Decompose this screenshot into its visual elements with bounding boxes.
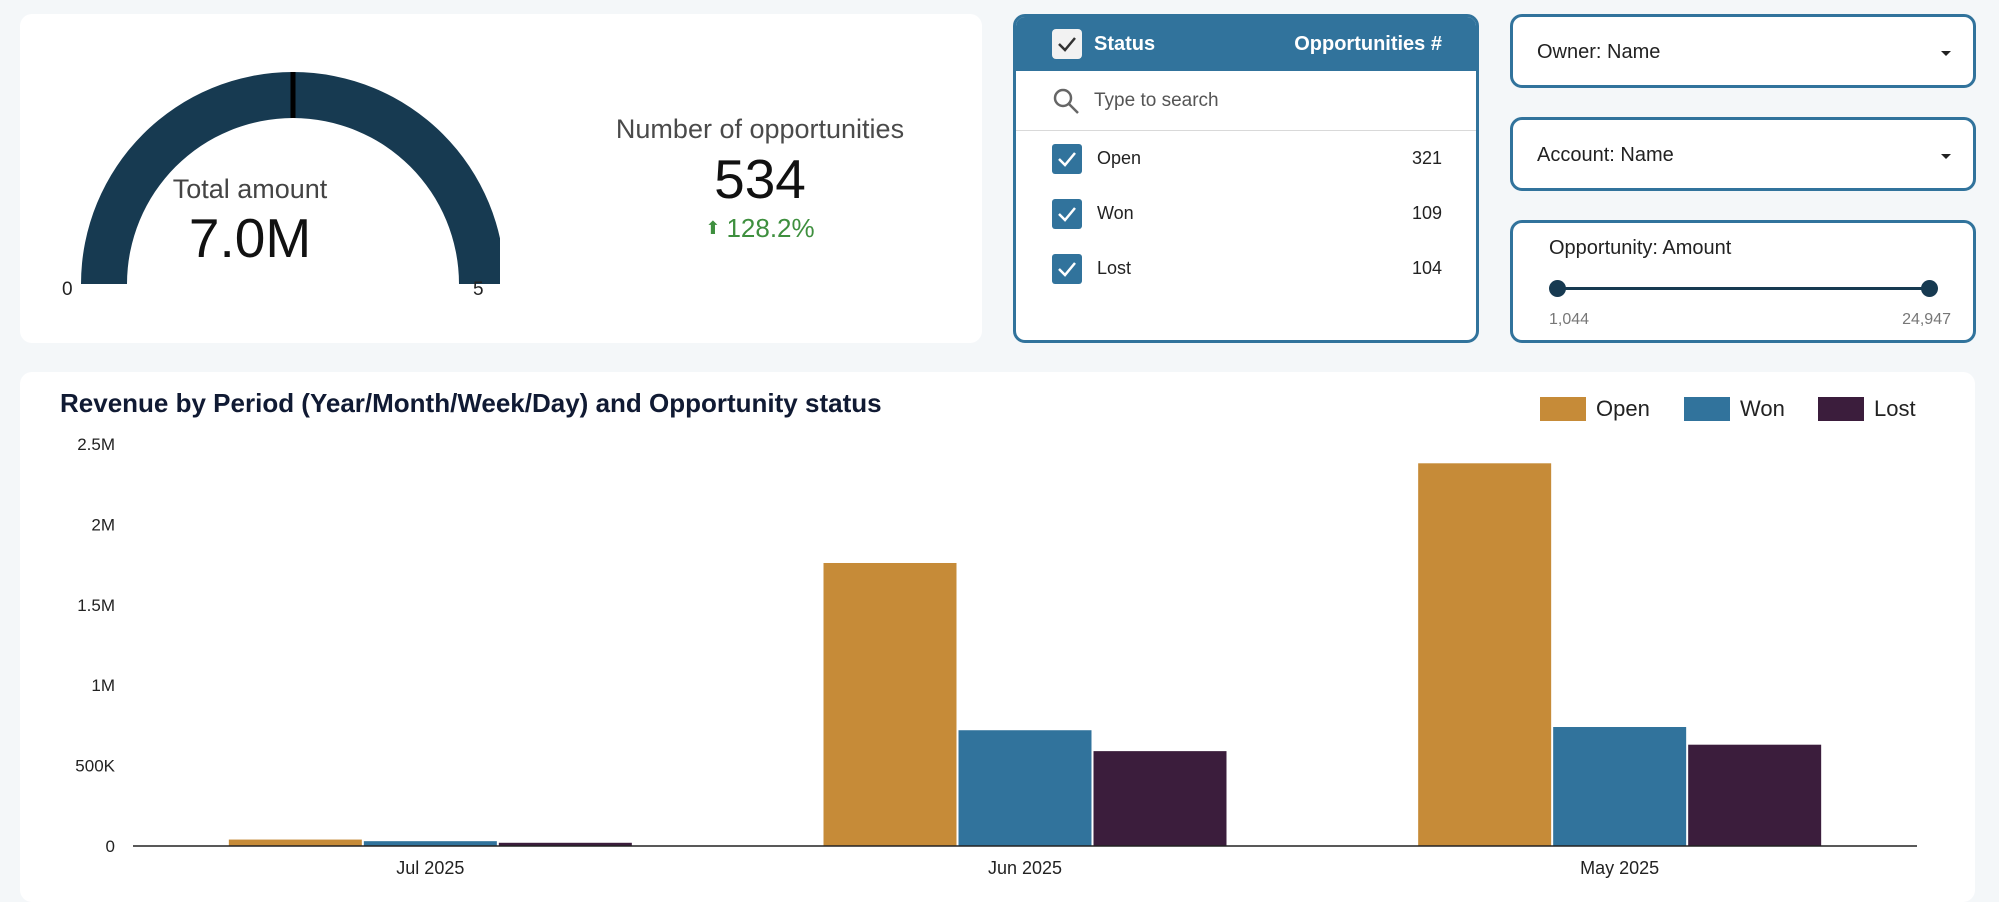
arrow-up-icon: ⬆ (705, 218, 721, 238)
amount-slider-max-value: 24,947 (1902, 311, 1951, 328)
y-tick-label: 500K (75, 757, 115, 776)
opportunities-scorecard: Number of opportunities 534 ⬆ 128.2% (540, 114, 980, 244)
status-item-count: 321 (1411, 148, 1442, 168)
legend-label-open: Open (1596, 396, 1650, 421)
opportunities-change: ⬆ 128.2% (705, 213, 814, 244)
status-item-label: Open (1097, 148, 1142, 168)
check-icon (1058, 261, 1076, 277)
amount-slider-min-handle[interactable] (1549, 280, 1566, 297)
bar-open-may-2025[interactable] (1418, 463, 1552, 846)
status-header-label: Status (1094, 32, 1156, 55)
checkbox[interactable] (1052, 143, 1082, 174)
legend-swatch-open (1540, 397, 1586, 421)
revenue-chart-card: 0 500K 1M 1.5M 2M 2.5M Jul 2025 Jun 2025 May 202… (20, 372, 1975, 902)
gauge-max-label: 5 (473, 279, 484, 300)
gauge-value: 7.0M (188, 207, 312, 269)
legend-swatch-lost (1818, 397, 1864, 421)
legend-swatch-won (1684, 397, 1730, 421)
legend-item-open[interactable]: Open (1540, 396, 1650, 422)
checkbox[interactable] (1052, 198, 1082, 229)
account-filter-dropdown[interactable]: Account: Name (1510, 117, 1976, 191)
bar-lost-may-2025[interactable] (1688, 744, 1822, 846)
kpi-card: Total amount 7.0M 0 5 Number of opportun… (20, 14, 982, 343)
x-tick-label: Jun 2025 (988, 858, 1062, 878)
gauge-arc (81, 72, 500, 284)
y-tick-label: 1.5M (77, 596, 115, 615)
owner-filter-label: Owner: Name (1537, 41, 1661, 63)
owner-filter-dropdown[interactable]: Owner: Name (1510, 14, 1976, 88)
total-amount-gauge (81, 72, 500, 284)
y-tick-label: 1M (91, 676, 115, 695)
amount-range-filter: Opportunity: Amount 1,044 24,947 (1510, 220, 1976, 343)
status-item-label: Lost (1097, 258, 1132, 278)
opportunities-title: Number of opportunities (615, 114, 905, 144)
amount-filter-title: Opportunity: Amount (1549, 237, 1732, 259)
y-tick-label: 0 (106, 837, 115, 856)
legend-label-lost: Lost (1874, 396, 1916, 421)
opportunities-change-value: 128.2% (726, 213, 815, 243)
status-search-input[interactable]: Type to search (1016, 71, 1476, 131)
status-item-label: Won (1097, 203, 1134, 223)
checkbox[interactable] (1052, 253, 1082, 284)
select-all-checkbox[interactable] (1052, 29, 1082, 59)
bar-lost-jun-2025[interactable] (1093, 751, 1227, 846)
bar-won-may-2025[interactable] (1553, 727, 1687, 846)
amount-slider-max-handle[interactable] (1921, 280, 1938, 297)
search-placeholder: Type to search (1094, 89, 1219, 111)
legend-label-won: Won (1740, 396, 1785, 421)
check-icon (1058, 206, 1076, 222)
bar-open-jul-2025[interactable] (228, 839, 362, 846)
x-tick-label: Jul 2025 (396, 858, 464, 878)
bar-lost-jul-2025[interactable] (498, 842, 632, 846)
status-item-count: 109 (1411, 203, 1442, 223)
search-icon (1053, 88, 1079, 114)
legend-item-won[interactable]: Won (1684, 396, 1785, 422)
x-tick-label: May 2025 (1580, 858, 1659, 878)
chart-title: Revenue by Period (Year/Month/Week/Day) … (60, 388, 882, 418)
bar-won-jul-2025[interactable] (363, 841, 497, 846)
status-item-won[interactable]: Won 109 (1016, 186, 1476, 241)
caret-down-icon (1941, 51, 1951, 56)
gauge-title: Total amount (172, 174, 328, 204)
bar-won-jun-2025[interactable] (958, 730, 1092, 846)
legend-item-lost[interactable]: Lost (1818, 396, 1916, 422)
amount-slider-track[interactable] (1557, 287, 1929, 290)
check-icon (1058, 151, 1076, 167)
y-tick-label: 2.5M (77, 435, 115, 454)
status-item-open[interactable]: Open 321 (1016, 131, 1476, 186)
status-item-lost[interactable]: Lost 104 (1016, 241, 1476, 296)
amount-slider-min-value: 1,044 (1549, 311, 1590, 328)
check-icon (1058, 37, 1076, 52)
bar-open-jun-2025[interactable] (823, 562, 957, 846)
caret-down-icon (1941, 154, 1951, 159)
y-tick-label: 2M (91, 515, 115, 534)
gauge-min-label: 0 (62, 279, 73, 300)
status-filter-header: Status Opportunities # (1016, 17, 1476, 71)
status-list: Open 321 Won 109 Lost 104 (1016, 131, 1476, 296)
status-header-count-label: Opportunities # (1294, 32, 1442, 55)
revenue-bar-chart: 0 500K 1M 1.5M 2M 2.5M Jul 2025 Jun 2025 May 202… (75, 435, 1917, 878)
status-filter: Status Opportunities # Type to search Op… (1013, 14, 1479, 343)
opportunities-value: 534 (714, 148, 806, 210)
status-item-count: 104 (1411, 258, 1442, 278)
account-filter-label: Account: Name (1537, 144, 1674, 166)
